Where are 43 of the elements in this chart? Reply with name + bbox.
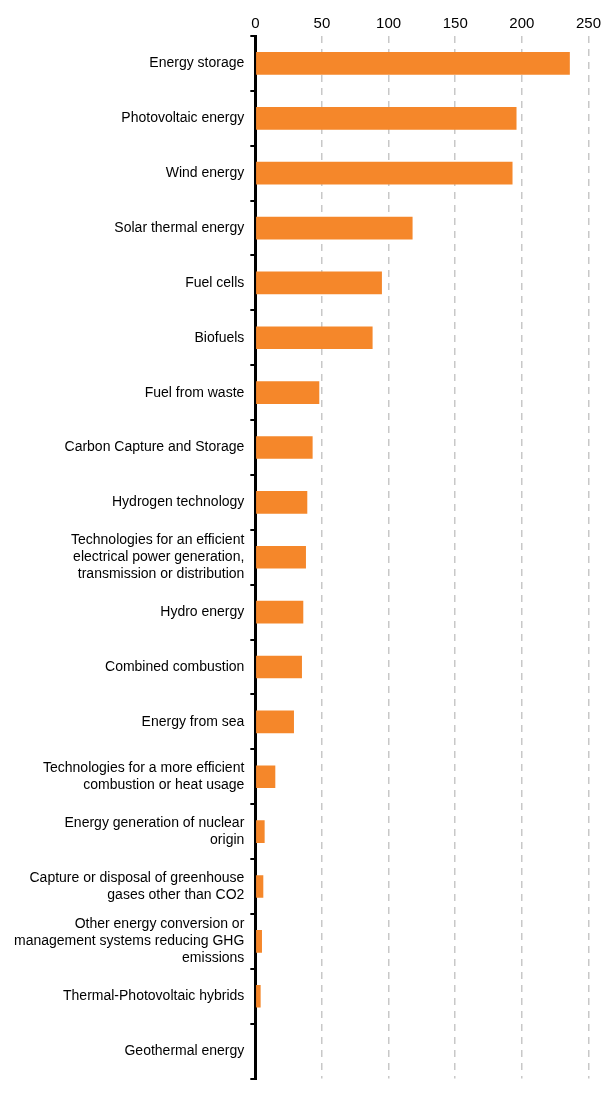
bar	[256, 491, 308, 514]
y-tick-label: Photovoltaic energy	[121, 109, 245, 126]
bar	[256, 710, 294, 734]
bar	[256, 655, 302, 679]
x-tick-label: 50	[313, 14, 331, 32]
y-tick-label: Hydrogen technology	[112, 493, 245, 510]
bar	[256, 984, 261, 1008]
y-tick-label: Technologies for an efficient electrical power generation, transmission or distribution	[71, 531, 245, 581]
bar	[256, 436, 313, 459]
y-tick-label: Hydro energy	[160, 603, 245, 620]
y-tick-label: Energy from sea	[141, 712, 245, 729]
y-tick-label: Wind energy	[165, 164, 245, 181]
bar	[256, 216, 413, 240]
y-tick-label: Carbon Capture and Storage	[64, 438, 245, 455]
bar	[256, 600, 304, 624]
y-tick-label: Combined combustion	[105, 657, 245, 674]
bar	[256, 381, 320, 404]
y-tick-label: Biofuels	[194, 328, 245, 345]
y-tick-label: Technologies for a more efficient combustion or heat usage	[43, 759, 245, 793]
bar	[256, 271, 382, 295]
y-tick-label: Geothermal energy	[124, 1042, 245, 1059]
y-tick-label: Thermal-Photovoltaic hybrids	[63, 987, 245, 1004]
x-tick-label: 250	[575, 14, 601, 32]
y-tick-label: Other energy conversion or management systems reducing GHG emissions	[13, 915, 245, 966]
y-tick-label: Energy storage	[149, 54, 245, 71]
y-tick-label: Fuel cells	[185, 273, 245, 290]
y-tick-label: Solar thermal energy	[114, 218, 245, 235]
y-tick-label: Fuel from waste	[144, 383, 245, 400]
bar	[256, 161, 513, 185]
y-tick-label: Energy generation of nuclear origin	[64, 814, 245, 847]
bar	[256, 545, 306, 569]
bar	[256, 875, 264, 898]
bar	[256, 326, 373, 350]
bar	[256, 106, 517, 130]
x-tick-label: 0	[251, 14, 260, 32]
y-tick-label: Capture or disposal of greenhouse gases other than CO2	[29, 869, 245, 902]
x-tick-label: 100	[376, 14, 402, 32]
x-tick-label: 200	[509, 14, 535, 32]
bar	[256, 52, 570, 75]
bar	[256, 930, 262, 953]
bar	[256, 765, 276, 789]
x-tick-label: 150	[442, 14, 468, 32]
bar	[256, 820, 265, 843]
